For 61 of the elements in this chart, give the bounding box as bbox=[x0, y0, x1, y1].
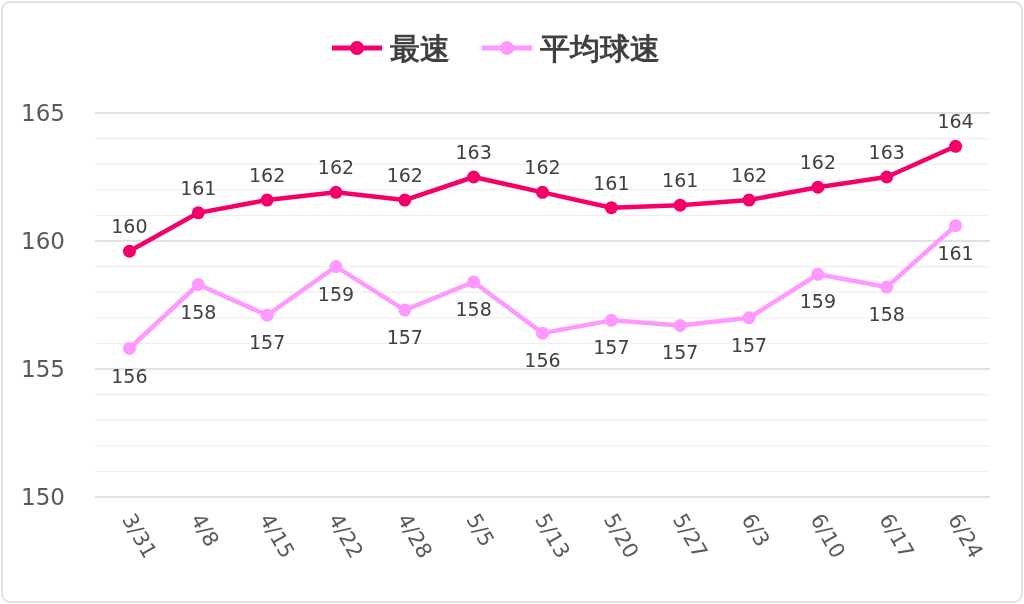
y-tick-label: 165 bbox=[21, 100, 65, 126]
data-label: 162 bbox=[386, 164, 423, 187]
point bbox=[536, 326, 549, 340]
point bbox=[122, 342, 136, 356]
point bbox=[604, 201, 618, 215]
point bbox=[673, 198, 687, 212]
data-label: 163 bbox=[868, 141, 905, 163]
data-label: 161 bbox=[180, 176, 217, 199]
point bbox=[191, 278, 205, 292]
legend-label: 平均球速 bbox=[539, 31, 660, 66]
data-label: 162 bbox=[799, 151, 837, 174]
point bbox=[949, 139, 963, 153]
data-label: 161 bbox=[593, 171, 630, 194]
data-label: 162 bbox=[248, 164, 286, 187]
data-label: 157 bbox=[248, 331, 286, 354]
x-tick-label: 6/3 bbox=[736, 509, 775, 551]
y-tick-label: 160 bbox=[21, 228, 65, 254]
data-label: 161 bbox=[662, 169, 699, 192]
y-tick-label: 150 bbox=[21, 484, 65, 510]
point bbox=[604, 313, 618, 327]
point bbox=[536, 185, 549, 199]
point bbox=[329, 185, 343, 199]
point bbox=[329, 260, 343, 274]
point bbox=[742, 193, 756, 207]
data-label: 157 bbox=[730, 333, 768, 356]
data-label: 157 bbox=[593, 336, 630, 359]
point bbox=[398, 303, 412, 317]
data-label: 161 bbox=[937, 241, 974, 264]
point bbox=[811, 267, 825, 281]
data-label: 158 bbox=[455, 297, 492, 320]
data-label: 156 bbox=[524, 349, 561, 372]
data-label: 162 bbox=[730, 164, 768, 187]
point bbox=[673, 318, 687, 332]
point bbox=[122, 244, 136, 258]
point bbox=[880, 170, 894, 184]
data-label: 162 bbox=[317, 156, 355, 179]
point bbox=[260, 193, 274, 207]
x-tick-label: 5/5 bbox=[461, 509, 500, 551]
data-label: 157 bbox=[386, 326, 423, 349]
data-label: 156 bbox=[111, 364, 148, 387]
point bbox=[260, 308, 274, 322]
data-label: 163 bbox=[455, 141, 492, 163]
y-tick-label: 155 bbox=[21, 356, 65, 382]
point bbox=[467, 275, 481, 289]
point bbox=[398, 193, 412, 207]
point bbox=[467, 170, 481, 184]
data-label: 162 bbox=[524, 156, 561, 179]
data-label: 157 bbox=[662, 341, 699, 364]
data-label: 164 bbox=[937, 110, 974, 133]
x-tick-label: 4/8 bbox=[185, 509, 224, 551]
data-label: 158 bbox=[868, 303, 905, 326]
data-label: 158 bbox=[180, 300, 217, 323]
data-label: 159 bbox=[799, 290, 837, 313]
data-label: 160 bbox=[111, 215, 148, 238]
point bbox=[742, 311, 756, 325]
legend-label: 最速 bbox=[390, 31, 450, 66]
point bbox=[811, 180, 825, 194]
point bbox=[191, 206, 205, 220]
point bbox=[949, 219, 963, 233]
point bbox=[880, 280, 894, 294]
data-label: 159 bbox=[317, 282, 355, 305]
